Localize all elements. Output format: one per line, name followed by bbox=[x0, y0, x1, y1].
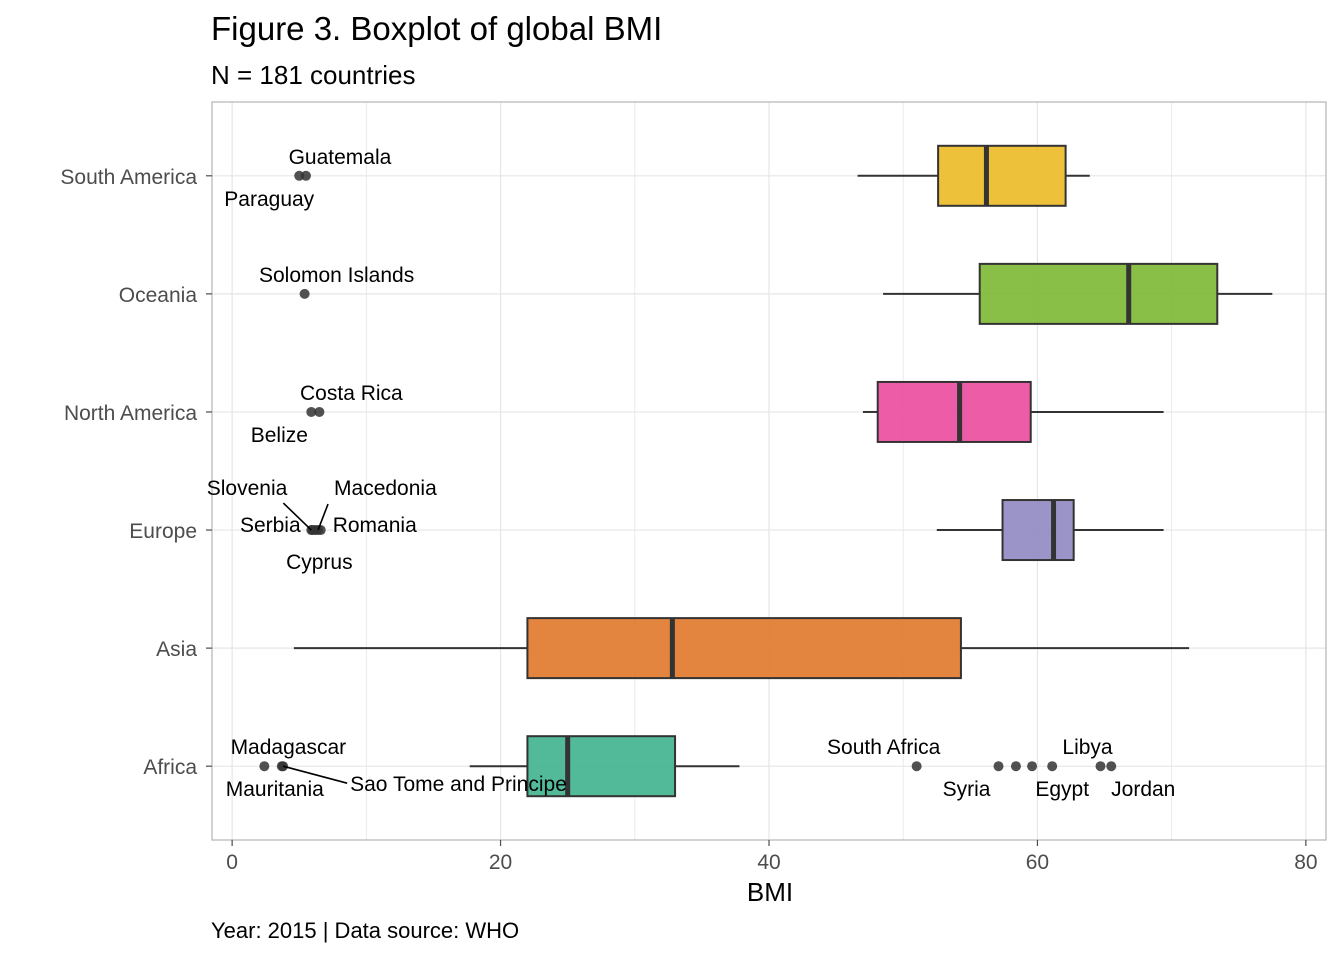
y-tick-label: Oceania bbox=[119, 284, 198, 307]
chart-subtitle: N = 181 countries bbox=[211, 60, 416, 90]
box-iqr bbox=[937, 144, 1067, 207]
y-tick-label: South America bbox=[60, 166, 197, 189]
x-tick-label: 80 bbox=[1294, 851, 1317, 874]
outlier-point bbox=[1095, 761, 1106, 772]
outlier-labels-layer: Madagascar Mauritania Sao Tome and Princip… bbox=[207, 146, 1176, 801]
outlier-point bbox=[911, 761, 922, 772]
box-iqr bbox=[526, 735, 677, 798]
outlier-label: Serbia bbox=[240, 514, 301, 537]
box-iqr bbox=[1001, 499, 1075, 562]
outlier-point bbox=[1027, 761, 1038, 772]
outlier-point bbox=[1047, 761, 1058, 772]
y-tick-label: Europe bbox=[129, 520, 197, 543]
outlier-label: Jordan bbox=[1111, 778, 1175, 801]
outliers-layer bbox=[259, 170, 1117, 772]
outlier-point bbox=[315, 525, 326, 536]
x-tick-label: 40 bbox=[757, 851, 780, 874]
box-north-america bbox=[862, 380, 1164, 443]
outlier-label: Syria bbox=[943, 778, 991, 801]
box-iqr bbox=[978, 262, 1219, 325]
box-iqr bbox=[526, 617, 962, 680]
outlier-label: Egypt bbox=[1035, 778, 1089, 801]
outlier-label: Belize bbox=[251, 424, 308, 447]
outlier-label: Costa Rica bbox=[300, 382, 403, 405]
outlier-point bbox=[300, 170, 311, 181]
outlier-label: Macedonia bbox=[334, 477, 437, 500]
x-tick-label: 60 bbox=[1026, 851, 1049, 874]
x-tick-label: 20 bbox=[489, 851, 512, 874]
outlier-label-connector bbox=[282, 765, 348, 784]
chart-title: Figure 3. Boxplot of global BMI bbox=[211, 10, 663, 47]
y-tick-label: Africa bbox=[143, 756, 197, 779]
box-africa bbox=[469, 735, 740, 798]
outlier-point bbox=[306, 406, 317, 417]
box-iqr bbox=[876, 380, 1032, 443]
chart-caption: Year: 2015 | Data source: WHO bbox=[211, 918, 520, 943]
outlier-point bbox=[993, 761, 1004, 772]
x-tick-label: 0 bbox=[226, 851, 238, 874]
box-oceania bbox=[883, 262, 1273, 325]
outlier-label: Mauritania bbox=[226, 778, 324, 801]
outlier-label: South Africa bbox=[827, 736, 941, 759]
outlier-point bbox=[1106, 761, 1117, 772]
outlier-label-connector bbox=[317, 503, 329, 531]
y-tick-label: North America bbox=[64, 402, 197, 425]
grid-lines bbox=[212, 102, 1326, 840]
outlier-label: Paraguay bbox=[224, 188, 314, 211]
outlier-label: Guatemala bbox=[289, 146, 392, 169]
box-asia bbox=[293, 617, 1190, 680]
box-europe bbox=[936, 499, 1164, 562]
x-axis-label: BMI bbox=[747, 877, 793, 907]
outlier-label: Cyprus bbox=[286, 551, 353, 574]
outlier-point bbox=[1010, 761, 1021, 772]
outlier-label-connector bbox=[282, 502, 312, 531]
outlier-point bbox=[314, 406, 325, 417]
outlier-label: Slovenia bbox=[207, 477, 288, 500]
outlier-label: Solomon Islands bbox=[259, 264, 414, 287]
outlier-label: Libya bbox=[1062, 736, 1113, 759]
box-south-america bbox=[857, 144, 1090, 207]
outlier-label: Sao Tome and Principe bbox=[350, 773, 567, 796]
axes-layer: 0 20 40 60 80 Africa Asia Europe North America Oc… bbox=[60, 166, 1317, 874]
outlier-point bbox=[299, 288, 310, 299]
outlier-label: Romania bbox=[333, 514, 417, 537]
boxes-layer bbox=[293, 144, 1273, 798]
y-tick-label: Asia bbox=[156, 638, 197, 661]
outlier-label: Madagascar bbox=[231, 736, 347, 759]
outlier-point bbox=[259, 761, 270, 772]
